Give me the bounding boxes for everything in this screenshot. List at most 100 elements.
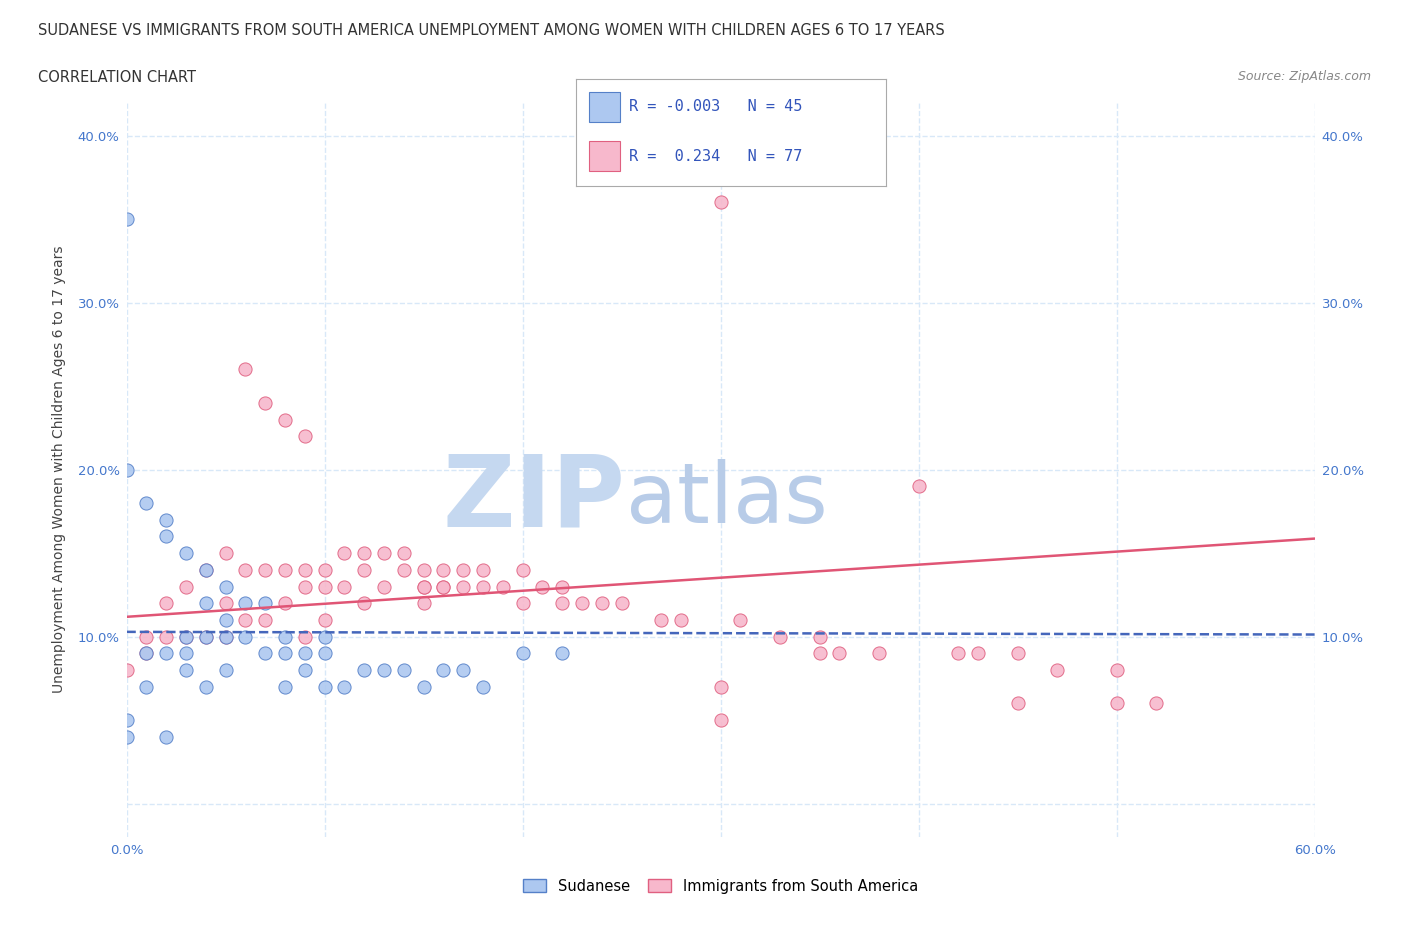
Point — [155, 529, 177, 544]
Point — [709, 712, 731, 727]
Point — [294, 645, 316, 660]
Text: ZIP: ZIP — [443, 450, 626, 548]
Point — [650, 613, 672, 628]
Point — [214, 613, 236, 628]
Point — [254, 596, 277, 611]
Point — [294, 563, 316, 578]
Point — [294, 662, 316, 677]
Point — [392, 546, 415, 561]
Point — [194, 563, 217, 578]
Point — [512, 563, 534, 578]
Point — [353, 596, 375, 611]
Text: Source: ZipAtlas.com: Source: ZipAtlas.com — [1237, 70, 1371, 83]
Point — [373, 546, 395, 561]
Point — [730, 613, 752, 628]
Point — [214, 630, 236, 644]
Point — [174, 645, 197, 660]
Point — [135, 645, 157, 660]
Point — [472, 579, 495, 594]
Point — [115, 462, 138, 477]
Y-axis label: Unemployment Among Women with Children Ages 6 to 17 years: Unemployment Among Women with Children A… — [52, 246, 66, 694]
Point — [1105, 696, 1128, 711]
Point — [1007, 696, 1029, 711]
Point — [412, 596, 434, 611]
Point — [135, 645, 157, 660]
Point — [432, 563, 454, 578]
Point — [233, 596, 256, 611]
Point — [412, 579, 434, 594]
Point — [294, 429, 316, 444]
Point — [214, 596, 236, 611]
Point — [868, 645, 890, 660]
Point — [174, 630, 197, 644]
Point — [135, 630, 157, 644]
Point — [174, 630, 197, 644]
Point — [1144, 696, 1167, 711]
Point — [353, 546, 375, 561]
Point — [214, 630, 236, 644]
Point — [412, 679, 434, 694]
Point — [155, 630, 177, 644]
Point — [274, 596, 297, 611]
Point — [967, 645, 990, 660]
Point — [274, 563, 297, 578]
Point — [115, 212, 138, 227]
Point — [432, 662, 454, 677]
Point — [135, 679, 157, 694]
Point — [769, 630, 792, 644]
Point — [233, 563, 256, 578]
Text: CORRELATION CHART: CORRELATION CHART — [38, 70, 195, 85]
Point — [610, 596, 633, 611]
Point — [314, 579, 336, 594]
Point — [274, 630, 297, 644]
Point — [512, 645, 534, 660]
Point — [492, 579, 515, 594]
Point — [155, 512, 177, 527]
Point — [194, 563, 217, 578]
Point — [591, 596, 613, 611]
Point — [194, 630, 217, 644]
Point — [254, 395, 277, 410]
Point — [472, 679, 495, 694]
Point — [451, 563, 474, 578]
Point — [709, 195, 731, 210]
Point — [709, 679, 731, 694]
Point — [314, 630, 336, 644]
Point — [373, 579, 395, 594]
Point — [946, 645, 969, 660]
Point — [1046, 662, 1069, 677]
Point — [412, 563, 434, 578]
Point — [451, 579, 474, 594]
Point — [174, 546, 197, 561]
Point — [333, 546, 356, 561]
Point — [194, 596, 217, 611]
Point — [353, 662, 375, 677]
Point — [333, 579, 356, 594]
Point — [333, 679, 356, 694]
Point — [432, 579, 454, 594]
Point — [571, 596, 593, 611]
Point — [274, 645, 297, 660]
Point — [828, 645, 851, 660]
Point — [233, 613, 256, 628]
Point — [314, 645, 336, 660]
Point — [392, 662, 415, 677]
Point — [808, 630, 831, 644]
Point — [115, 729, 138, 744]
Point — [551, 645, 574, 660]
Point — [314, 563, 336, 578]
Point — [274, 412, 297, 427]
Legend: Sudanese, Immigrants from South America: Sudanese, Immigrants from South America — [517, 873, 924, 899]
Point — [214, 579, 236, 594]
Point — [194, 630, 217, 644]
Point — [115, 662, 138, 677]
Point — [472, 563, 495, 578]
Point — [135, 496, 157, 511]
Point — [233, 362, 256, 377]
Point — [214, 546, 236, 561]
Point — [412, 579, 434, 594]
Point — [432, 579, 454, 594]
Text: atlas: atlas — [626, 458, 827, 539]
Point — [907, 479, 929, 494]
Point — [254, 563, 277, 578]
